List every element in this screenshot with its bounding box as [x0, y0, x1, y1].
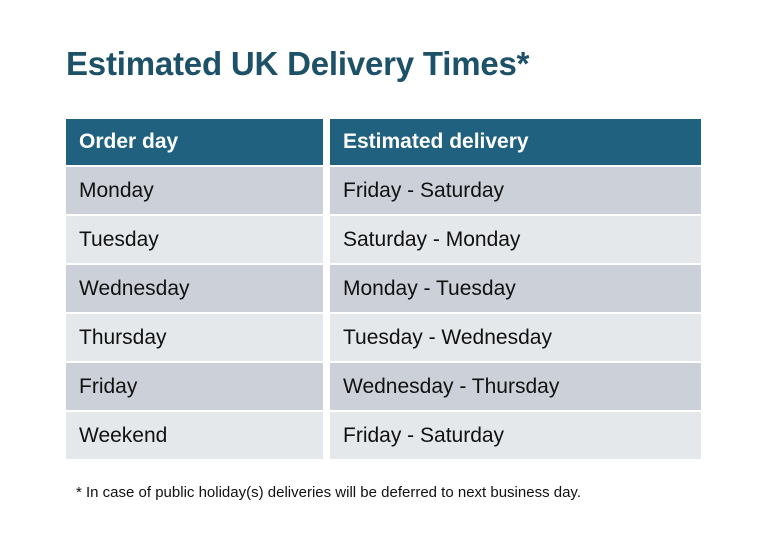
cell-order-day: Thursday: [66, 314, 323, 361]
cell-order-day: Weekend: [66, 412, 323, 459]
cell-order-day: Monday: [66, 167, 323, 214]
table-row: Monday Friday - Saturday: [66, 167, 701, 214]
cell-order-day: Friday: [66, 363, 323, 410]
cell-estimated-delivery: Wednesday - Thursday: [330, 363, 701, 410]
table-row: Weekend Friday - Saturday: [66, 412, 701, 459]
cell-estimated-delivery: Friday - Saturday: [330, 167, 701, 214]
column-header-order-day: Order day: [66, 119, 323, 165]
cell-estimated-delivery: Tuesday - Wednesday: [330, 314, 701, 361]
table-header-row: Order day Estimated delivery: [66, 119, 701, 165]
cell-estimated-delivery: Monday - Tuesday: [330, 265, 701, 312]
cell-estimated-delivery: Saturday - Monday: [330, 216, 701, 263]
footnote-text: * In case of public holiday(s) deliverie…: [76, 484, 581, 501]
table-row: Wednesday Monday - Tuesday: [66, 265, 701, 312]
table-row: Thursday Tuesday - Wednesday: [66, 314, 701, 361]
page-title: Estimated UK Delivery Times*: [66, 45, 530, 82]
cell-order-day: Wednesday: [66, 265, 323, 312]
table-row: Tuesday Saturday - Monday: [66, 216, 701, 263]
cell-order-day: Tuesday: [66, 216, 323, 263]
cell-estimated-delivery: Friday - Saturday: [330, 412, 701, 459]
table-row: Friday Wednesday - Thursday: [66, 363, 701, 410]
delivery-times-table: Order day Estimated delivery Monday Frid…: [66, 119, 701, 461]
column-header-estimated-delivery: Estimated delivery: [330, 119, 701, 165]
